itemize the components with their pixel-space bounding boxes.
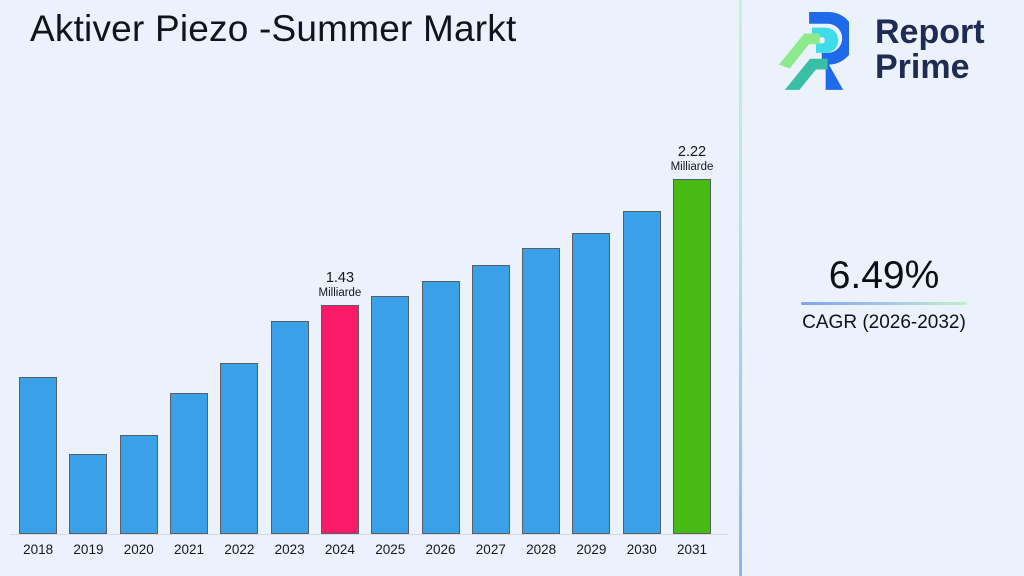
- x-tick-label: 2021: [174, 542, 205, 557]
- bar-2031: [673, 179, 711, 534]
- x-tick-label: 2028: [526, 542, 557, 557]
- x-tick-label: 2019: [73, 542, 104, 557]
- bar-2023: [270, 321, 309, 534]
- bars-row: 1.43 Milliarde 2.22 Milliarde: [13, 104, 717, 534]
- bar-2024: [320, 305, 359, 534]
- right-panel: Report Prime 6.49% CAGR (2026-2032): [743, 0, 1024, 576]
- vertical-divider: [739, 0, 742, 576]
- bar-value-label: 1.43 Milliarde: [318, 270, 362, 299]
- cagr-block: 6.49% CAGR (2026-2032): [801, 254, 967, 334]
- bar-2020: [119, 435, 158, 534]
- bar-2022: [220, 363, 259, 534]
- x-tick-label: 2031: [676, 542, 708, 557]
- x-tick-label: 2023: [274, 542, 305, 557]
- x-tick-label: 2018: [23, 542, 54, 557]
- bar-slot: 2.22 Milliarde: [667, 144, 717, 534]
- cagr-value: 6.49%: [828, 254, 940, 297]
- chart-area: Aktiver Piezo -Summer Markt 1.43 Milliard…: [10, 8, 728, 557]
- bar-slot: [264, 321, 314, 534]
- bar-2019: [69, 454, 108, 534]
- bar-slot: [415, 281, 465, 534]
- brand-name-line2: Prime: [875, 48, 970, 86]
- bar-slot: [516, 248, 566, 534]
- bar-slot: [365, 296, 415, 534]
- x-axis-line: [10, 534, 728, 535]
- reportprime-logo-icon: [778, 12, 849, 90]
- x-tick-label: 2025: [375, 542, 406, 557]
- x-tick-label: 2022: [224, 542, 255, 557]
- brand-name: Report Prime: [875, 12, 985, 86]
- bar-slot: [164, 393, 214, 534]
- bar-2030: [622, 211, 661, 534]
- cagr-label: CAGR (2026-2032): [802, 312, 966, 333]
- bar-2028: [522, 248, 561, 534]
- bar-2025: [371, 296, 410, 534]
- bar-slot: [63, 454, 113, 534]
- cagr-underline: [801, 302, 967, 305]
- bar-2029: [572, 233, 611, 534]
- bar-2027: [471, 265, 510, 534]
- x-tick-label: 2030: [626, 542, 657, 557]
- page-title: Aktiver Piezo -Summer Markt: [30, 8, 517, 49]
- brand-block: Report Prime: [777, 8, 985, 92]
- bar-slot: [13, 377, 63, 534]
- bar-slot: 1.43 Milliarde: [315, 270, 365, 534]
- bar-slot: [466, 265, 516, 534]
- bar-slot: [617, 211, 667, 534]
- brand-name-line1: Report: [875, 12, 985, 51]
- bar-2021: [170, 393, 209, 534]
- bar-slot: [566, 233, 616, 534]
- x-tick-label: 2027: [475, 542, 506, 557]
- x-tick-label: 2029: [576, 542, 607, 557]
- x-tick-label: 2020: [123, 542, 154, 557]
- bar-2018: [19, 377, 58, 534]
- bar-slot: [214, 363, 264, 534]
- bar-value-label: 2.22 Milliarde: [670, 144, 714, 173]
- bar-slot: [114, 435, 164, 534]
- x-axis-labels: 2018 2019 2020 2021 2022 2023 2024 2025 2026 2027…: [13, 542, 717, 557]
- x-tick-label: 2026: [425, 542, 456, 557]
- x-tick-label: 2024: [324, 542, 355, 557]
- bar-2026: [421, 281, 460, 534]
